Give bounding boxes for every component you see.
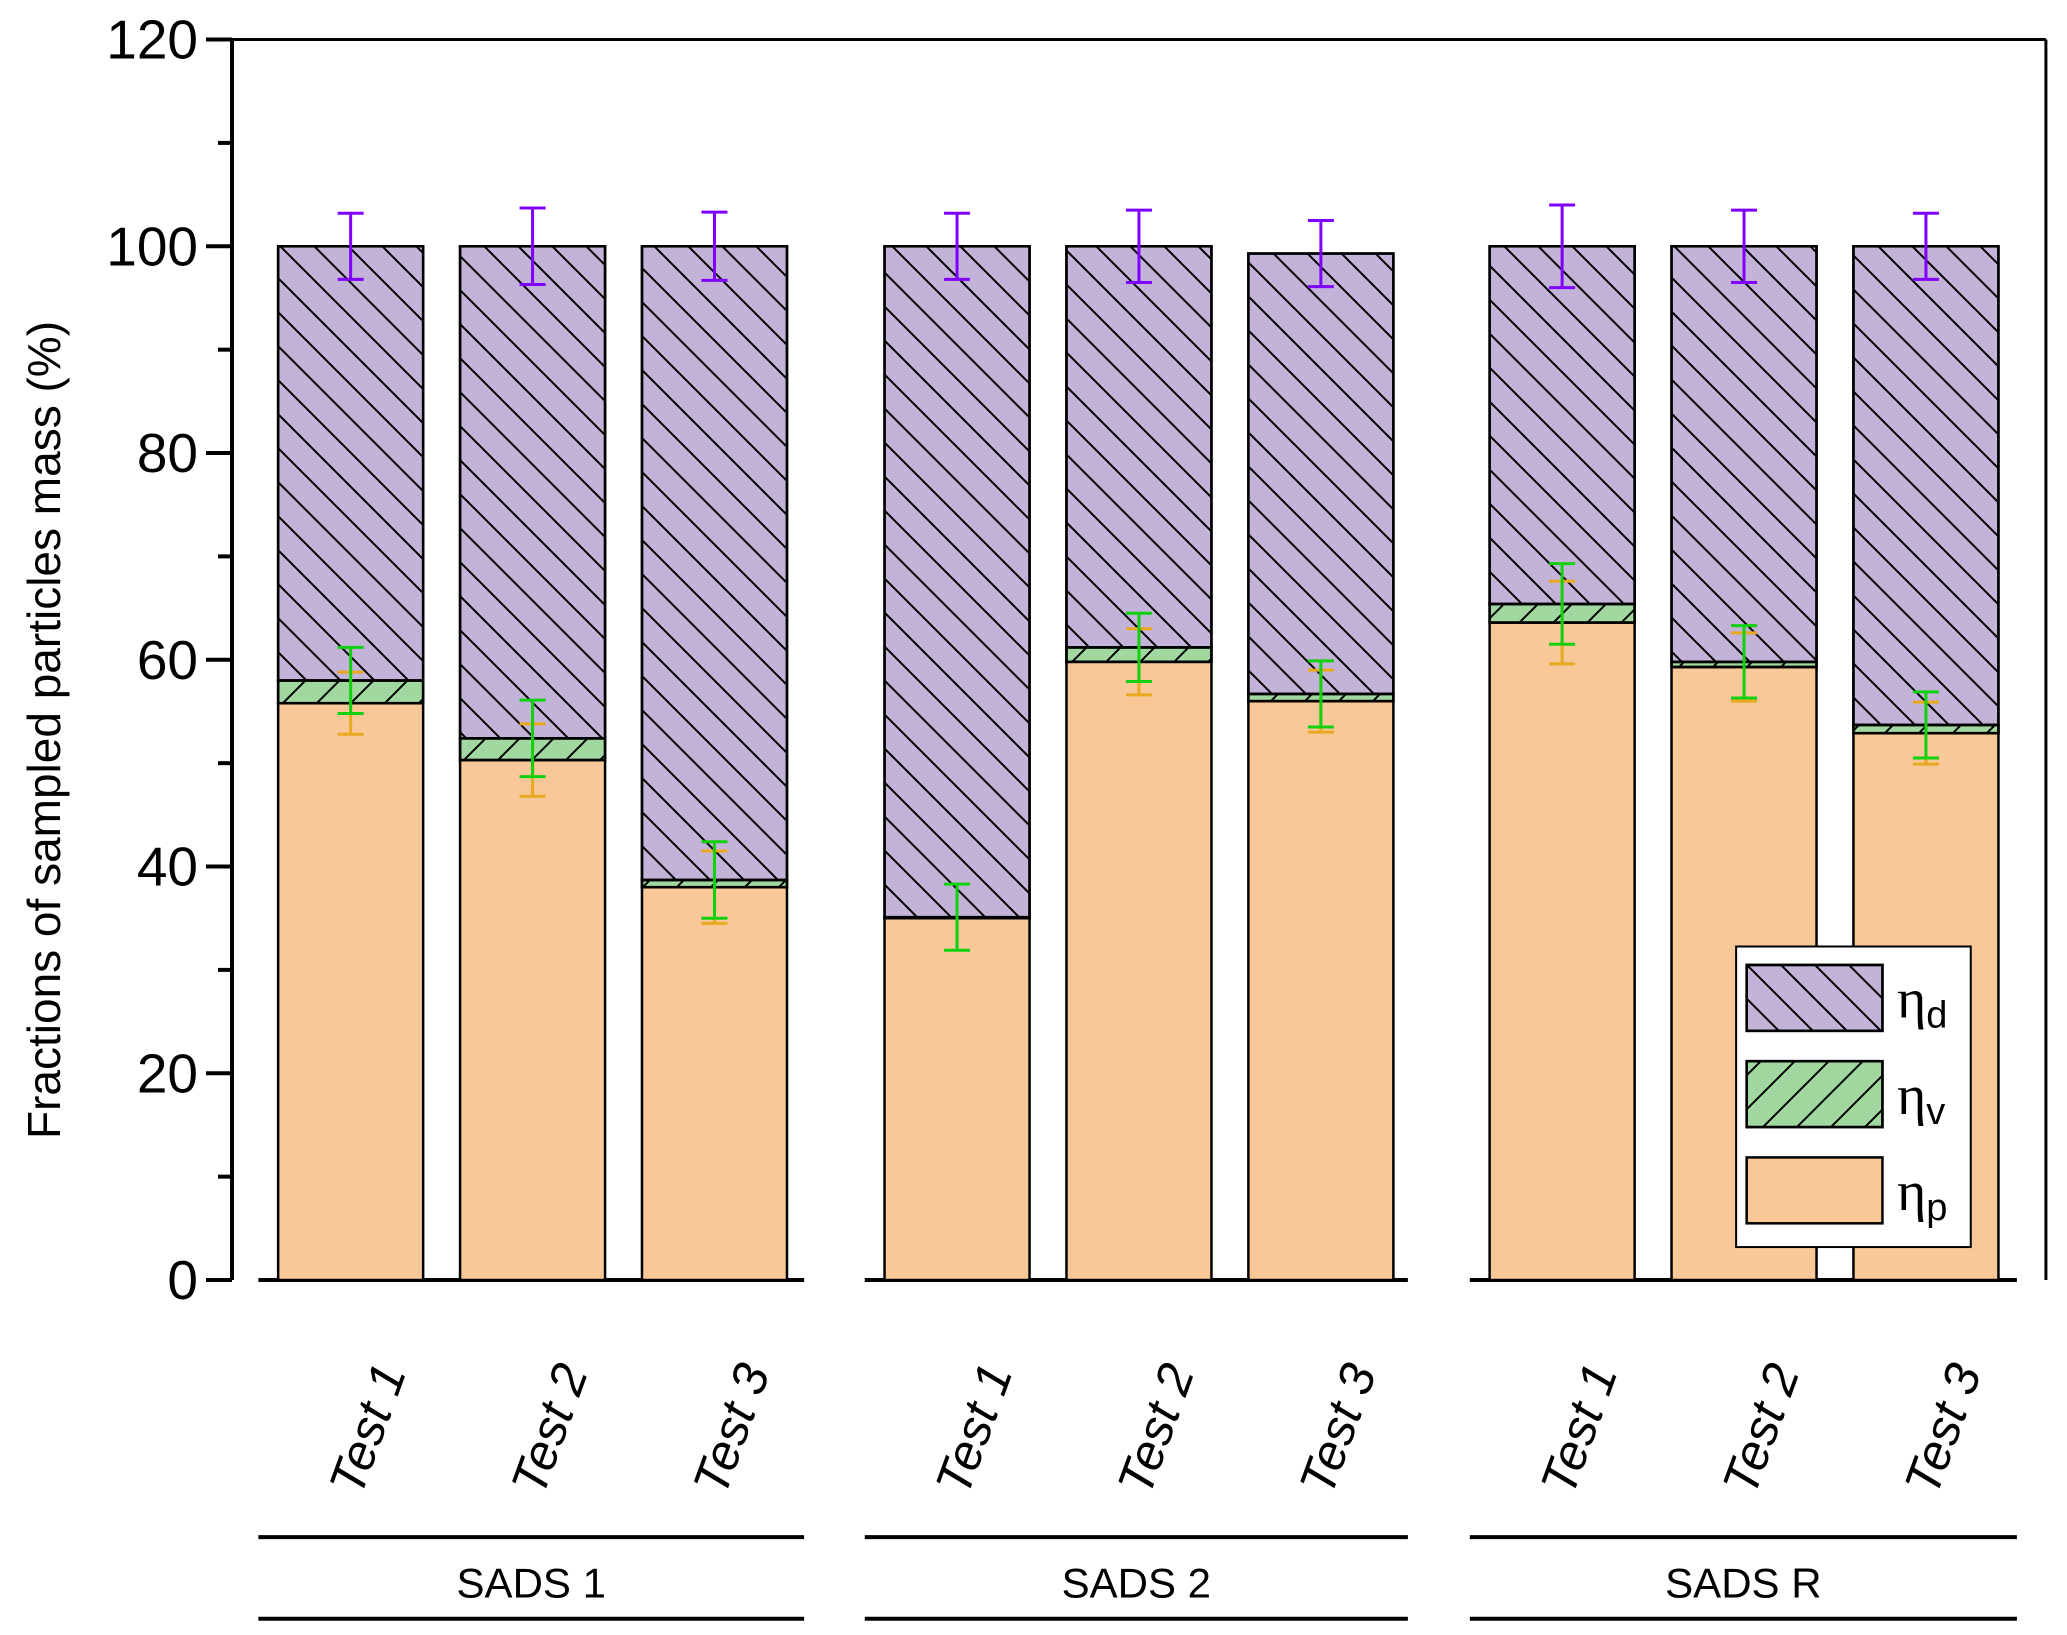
bar-fill (458, 758, 607, 1282)
y-tick-label: 100 (106, 215, 198, 277)
error-bar-d (337, 211, 364, 281)
error-bar-d (701, 210, 728, 282)
bar-hatch (883, 245, 1031, 919)
y-tick-label: 20 (137, 1042, 198, 1104)
error-bar-v (337, 645, 364, 716)
y-tick-label: 80 (137, 422, 198, 484)
bar-segment-d (1488, 245, 1636, 606)
bar-hatch (1852, 245, 2000, 727)
x-category-label: Test 2 (1107, 1356, 1206, 1502)
x-category-label: Test 3 (682, 1356, 781, 1502)
group-label: SADS 1 (457, 1560, 606, 1607)
legend-swatch-hatch (1745, 963, 1884, 1033)
error-bar-v (1912, 690, 1939, 760)
bar-fill (1247, 699, 1395, 1282)
legend-label: ηd (1897, 969, 1947, 1037)
legend-swatch-hatch (1745, 1059, 1884, 1129)
y-tick-label: 40 (137, 836, 198, 898)
bar-segment-p (1488, 621, 1636, 1282)
bar-hatch (458, 245, 607, 740)
bar-segment-d (1852, 245, 2000, 727)
error-bar-d (944, 211, 971, 281)
x-category-label: Test 3 (1894, 1356, 1993, 1502)
error-bar-v (1307, 659, 1334, 729)
legend-item-d: ηd (1745, 963, 1947, 1037)
x-axis-labels: Test 1 Test 2 Test 3 SADS 1 Test 1 Test 2 Test… (258, 1356, 2017, 1621)
error-bar-v (1125, 611, 1152, 683)
bar-hatch (1488, 245, 1636, 606)
bar-segment-p (883, 916, 1031, 1282)
error-bar-v (519, 698, 546, 779)
error-bar-d (1307, 218, 1334, 289)
error-bar-d (519, 206, 546, 287)
error-bar-d (1912, 211, 1939, 281)
bar-segment-d (640, 245, 789, 882)
x-category-label: Test 1 (318, 1356, 417, 1501)
bar-segment-p (1065, 660, 1213, 1282)
error-bar-v (1731, 624, 1758, 700)
bar-hatch (1065, 245, 1213, 649)
bars (276, 245, 2000, 1282)
error-bar-v (1549, 562, 1576, 646)
y-tick-label: 120 (106, 9, 198, 71)
bar-segment-d (276, 245, 425, 682)
bar-segment-d (1670, 245, 1818, 664)
bar-segment-p (640, 885, 789, 1282)
bar-segment-p (1247, 699, 1395, 1282)
y-tick-label: 0 (167, 1249, 198, 1311)
legend: ηd ηv ηp (1735, 945, 1972, 1249)
bar-fill (276, 701, 425, 1282)
bar-fill (883, 916, 1031, 1282)
bar-segment-d (1065, 245, 1213, 649)
bar-segment-d (458, 245, 607, 740)
group-label: SADS 2 (1062, 1560, 1211, 1607)
x-category-label: Test 2 (1712, 1356, 1811, 1502)
error-bar-d (1549, 203, 1576, 290)
y-axis-title: Fractions of sampled particles mass (%) (18, 321, 70, 1139)
x-category-label: Test 1 (925, 1356, 1024, 1501)
bar-fill (1065, 660, 1213, 1282)
bar-hatch (640, 245, 789, 882)
error-bar-d (1125, 208, 1152, 284)
legend-label: ηv (1897, 1065, 1945, 1133)
x-category-label: Test 1 (1530, 1356, 1629, 1501)
x-category-label: Test 2 (500, 1356, 599, 1502)
group-label: SADS R (1665, 1560, 1821, 1607)
x-category-label: Test 3 (1289, 1356, 1388, 1502)
legend-swatch (1745, 1156, 1884, 1225)
bar-segment-p (458, 758, 607, 1282)
legend-label: ηp (1897, 1161, 1947, 1229)
y-tick-label: 60 (137, 629, 198, 691)
bar-segment-d (1247, 252, 1395, 696)
bar-fill (1488, 621, 1636, 1282)
legend-item-v: ηv (1745, 1059, 1945, 1133)
error-bars (337, 203, 1939, 952)
error-bar-v (701, 840, 728, 920)
error-bar-d (1731, 208, 1758, 284)
bar-segment-p (276, 701, 425, 1282)
legend-item-p: ηp (1745, 1156, 1947, 1229)
bar-hatch (276, 245, 425, 682)
bar-hatch (1247, 252, 1395, 696)
bar-segment-d (883, 245, 1031, 919)
bar-fill (640, 885, 789, 1282)
error-bar-v (944, 882, 971, 952)
bar-hatch (1670, 245, 1818, 664)
